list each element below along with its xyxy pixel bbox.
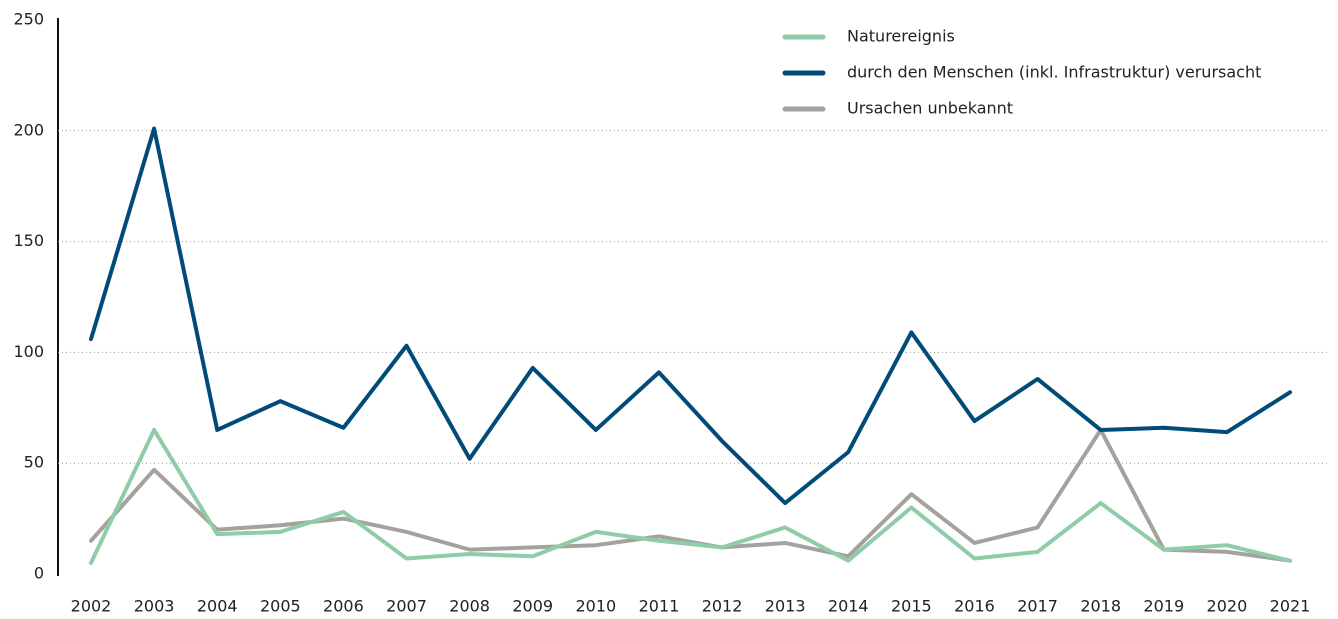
x-tick-label: 2013 bbox=[765, 597, 806, 616]
y-tick-label: 100 bbox=[13, 342, 44, 361]
x-tick-label: 2012 bbox=[702, 597, 743, 616]
series-line bbox=[89, 427, 1292, 565]
y-tick-label: 150 bbox=[13, 231, 44, 250]
y-tick-label: 200 bbox=[13, 120, 44, 139]
x-tick-label: 2007 bbox=[386, 597, 427, 616]
x-tick-label: 2019 bbox=[1143, 597, 1184, 616]
y-tick-label: 250 bbox=[13, 10, 44, 29]
x-tick-label: 2004 bbox=[197, 597, 238, 616]
x-tick-label: 2009 bbox=[512, 597, 553, 616]
y-tick-label: 0 bbox=[34, 564, 44, 583]
x-tick-label: 2015 bbox=[891, 597, 932, 616]
x-tick-label: 2020 bbox=[1207, 597, 1248, 616]
legend-label: Ursachen unbekannt bbox=[847, 99, 1013, 118]
x-tick-label: 2006 bbox=[323, 597, 364, 616]
x-tick-label: 2002 bbox=[71, 597, 112, 616]
x-tick-label: 2017 bbox=[1017, 597, 1058, 616]
x-tick-label: 2008 bbox=[449, 597, 490, 616]
series-line bbox=[89, 126, 1292, 506]
x-tick-label: 2018 bbox=[1080, 597, 1121, 616]
legend-label: durch den Menschen (inkl. Infrastruktur)… bbox=[847, 63, 1261, 82]
x-tick-label: 2005 bbox=[260, 597, 301, 616]
x-tick-label: 2016 bbox=[954, 597, 995, 616]
series-line bbox=[89, 427, 1292, 563]
x-tick-label: 2014 bbox=[828, 597, 869, 616]
x-tick-label: 2011 bbox=[639, 597, 680, 616]
y-tick-label: 50 bbox=[24, 453, 44, 472]
legend-label: Naturereignis bbox=[847, 27, 955, 46]
x-tick-label: 2010 bbox=[575, 597, 616, 616]
x-tick-label: 2003 bbox=[134, 597, 175, 616]
x-tick-label: 2021 bbox=[1270, 597, 1311, 616]
